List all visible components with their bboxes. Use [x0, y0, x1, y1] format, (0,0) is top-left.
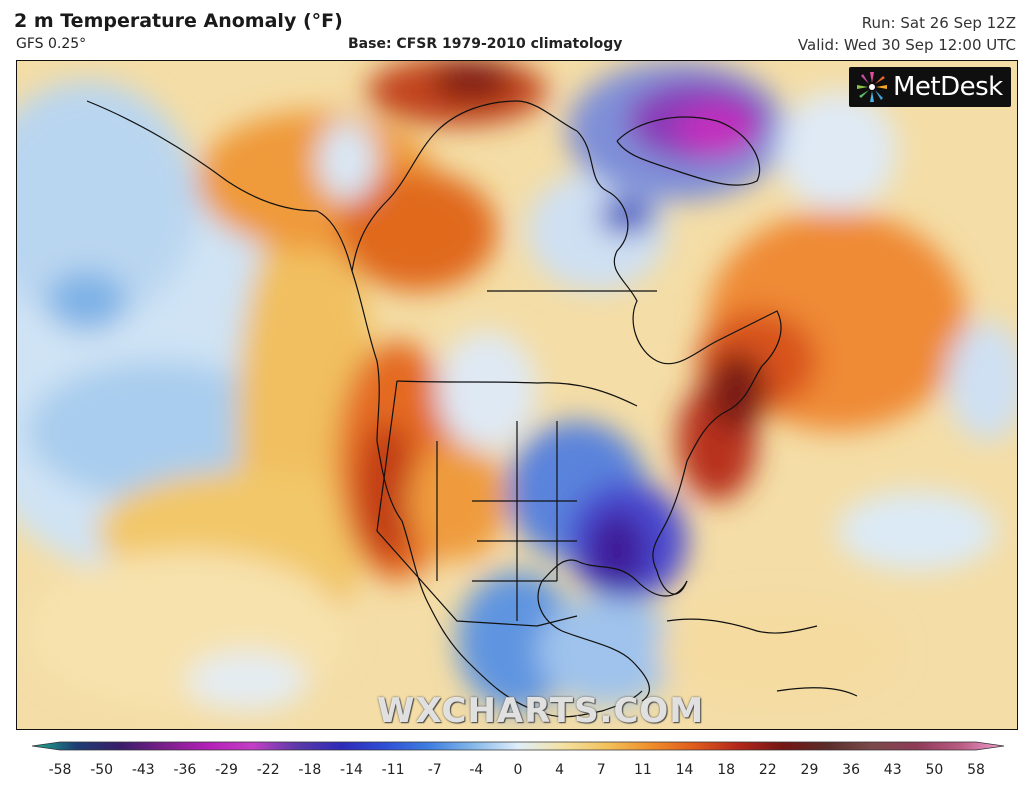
colorbar-tick-label: -43	[131, 762, 155, 778]
colorbar: -58 -50 -43 -36 -29 -22 -18 -14 -11 -7 -4 0 4 7 11 14 18…	[30, 740, 1006, 784]
temperature-anomaly-map: MetDesk WXCHARTS.COM	[16, 60, 1018, 730]
colorbar-tick-label: -11	[381, 762, 405, 778]
colorbar-tick-label: 58	[967, 762, 985, 778]
valid-time-label: Valid: Wed 30 Sep 12:00 UTC	[797, 36, 1016, 54]
map-canvas	[17, 61, 1017, 729]
metdesk-logo-icon	[857, 72, 887, 102]
model-label: GFS 0.25°	[16, 36, 87, 52]
colorbar-tick-label: 0	[513, 762, 523, 778]
colorbar-gradient	[31, 741, 1005, 751]
colorbar-tick-label: -50	[90, 762, 114, 778]
colorbar-tick-label: -4	[469, 762, 484, 778]
colorbar-tick-label: 11	[633, 762, 652, 778]
colorbar-tick-label: -14	[340, 762, 363, 778]
colorbar-tick-label: -18	[298, 762, 322, 778]
colorbar-tick-label: 4	[555, 762, 565, 778]
wxcharts-watermark: WXCHARTS.COM	[377, 691, 705, 730]
base-climatology-label: Base: CFSR 1979-2010 climatology	[348, 36, 623, 52]
colorbar-tick-label: -7	[427, 762, 442, 778]
colorbar-tick-label: -22	[256, 762, 280, 778]
colorbar-tick-label: 29	[800, 762, 819, 778]
metdesk-logo: MetDesk	[849, 67, 1011, 107]
colorbar-bar	[31, 741, 1005, 751]
colorbar-tick-label: -58	[48, 762, 72, 778]
colorbar-tick-label: -36	[173, 762, 197, 778]
map-title: 2 m Temperature Anomaly (°F)	[14, 10, 343, 32]
colorbar-tick-label: 18	[717, 762, 736, 778]
colorbar-tick-label: 7	[596, 762, 606, 778]
colorbar-tick-label: 36	[842, 762, 860, 778]
colorbar-tick-label: 22	[758, 762, 777, 778]
metdesk-logo-text: MetDesk	[893, 72, 1003, 102]
colorbar-tick-label: -29	[215, 762, 238, 778]
anomaly-field	[17, 61, 1017, 711]
colorbar-tick-label: 50	[925, 762, 944, 778]
coastlines	[86, 100, 858, 718]
run-time-label: Run: Sat 26 Sep 12Z	[861, 14, 1016, 32]
colorbar-tick-label: 14	[675, 762, 694, 778]
colorbar-tick-label: 43	[883, 762, 902, 778]
